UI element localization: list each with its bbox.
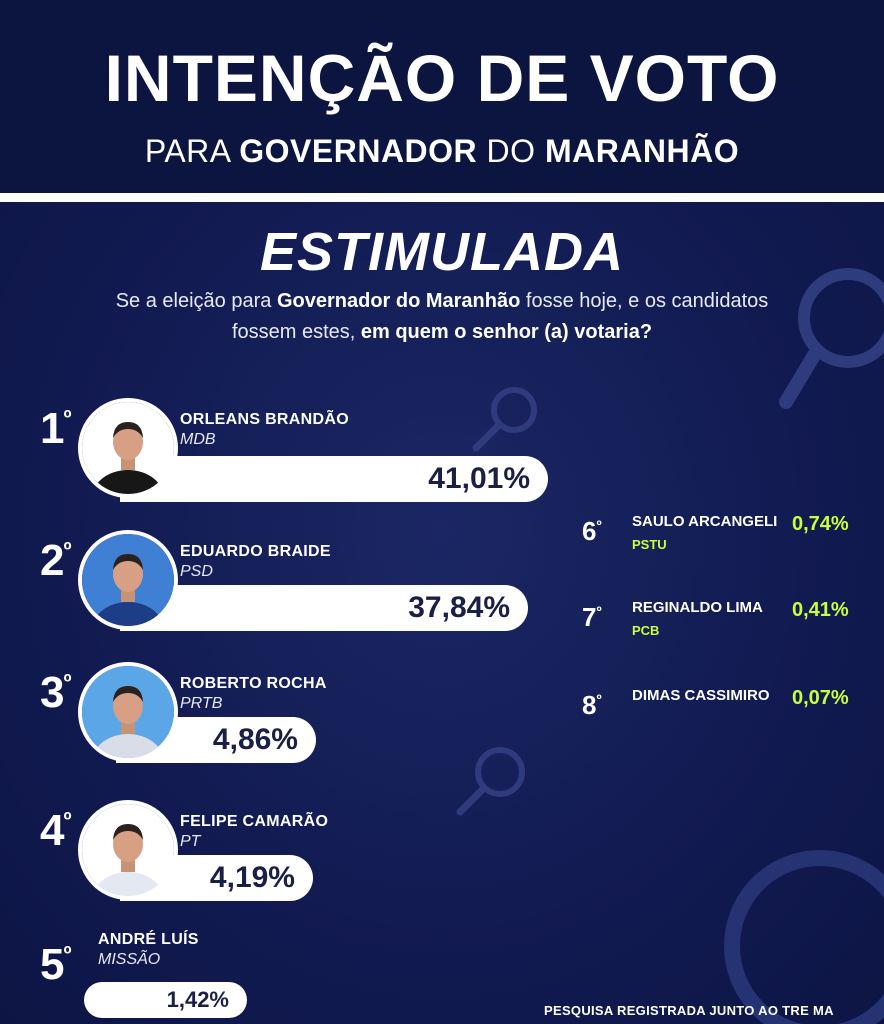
rank-label: 2º [40,536,72,585]
rank-label: 1º [40,404,72,453]
candidate-party: MDB [180,431,216,448]
value-label: 0,74% [792,513,849,535]
value-label: 0,41% [792,599,849,621]
candidate-avatar [78,800,178,900]
bar-1: 41,01% [120,456,548,502]
candidate-name: EDUARDO BRAIDE [180,543,331,560]
bar-2: 37,84% [120,585,528,631]
page-title: INTENÇÃO DE VOTO [104,41,780,115]
candidate-party: MISSÃO [98,951,161,968]
candidate-party: PT [180,833,201,850]
candidate-avatar [78,662,178,762]
bar-5: 1,42% [84,982,247,1018]
rank-label: 3º [40,668,72,717]
rank-label: 5º [40,940,72,989]
magnifier-icon [724,850,884,1024]
rank-label: 8º [582,690,602,720]
candidate-party: PCB [632,623,660,638]
footer-note: PESQUISA REGISTRADA JUNTO AO TRE MA [544,1003,834,1018]
candidate-name: ORLEANS BRANDÃO [180,411,349,428]
candidate-party: PSD [180,563,213,580]
section-title: ESTIMULADA [260,222,624,282]
candidate-party: PSTU [632,537,667,552]
survey-question: Se a eleição para Governador do Maranhão… [115,290,769,343]
rank-label: 4º [40,806,72,855]
value-label: 0,07% [792,687,849,709]
magnifier-icon [456,747,525,816]
candidate-name: REGINALDO LIMA [632,599,763,616]
candidate-name: SAULO ARCANGELI [632,513,778,530]
candidate-name: DIMAS CASSIMIRO [632,687,770,704]
rank-label: 7º [582,602,602,632]
candidate-name: ROBERTO ROCHA [180,675,327,692]
magnifier-icon [472,387,537,452]
candidate-name: FELIPE CAMARÃO [180,813,329,830]
candidate-party: PRTB [180,695,223,712]
magnifier-icon [779,268,884,409]
header-banner [0,0,884,193]
candidate-name: ANDRÉ LUÍS [98,931,199,948]
header-divider [0,193,884,202]
candidate-avatar [78,398,178,498]
rank-label: 6º [582,516,602,546]
candidate-avatar [78,530,178,630]
page-subtitle: PARA GOVERNADOR DO MARANHÃO [144,133,740,169]
